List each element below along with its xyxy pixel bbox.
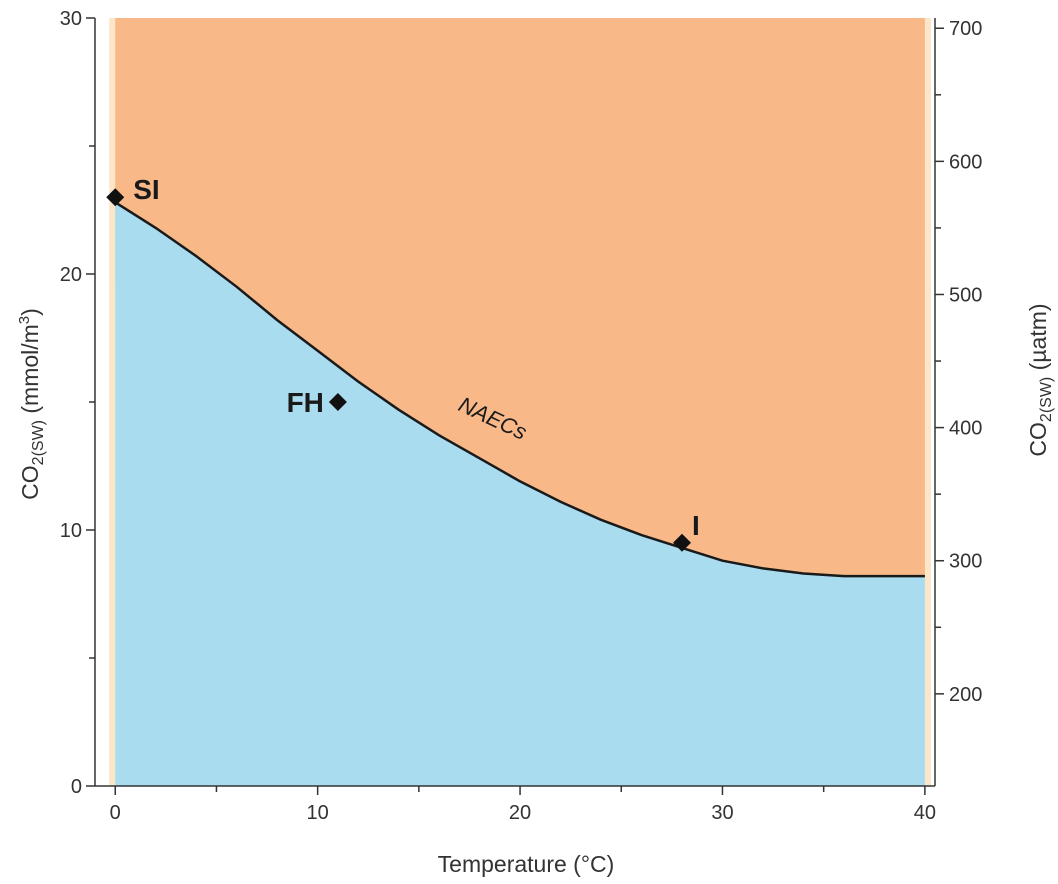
- y-right-tail: (µatm): [1025, 303, 1051, 376]
- x-tick-label: 40: [914, 802, 936, 824]
- point-label: FH: [287, 387, 324, 418]
- y-tick-label-right: 400: [949, 418, 982, 440]
- y-right-sub: 2(SW): [1038, 377, 1055, 422]
- region-above-curve: [115, 18, 925, 577]
- y-left-main: CO: [17, 465, 43, 500]
- y-tick-label-right: 200: [949, 684, 982, 706]
- x-tick-label: 10: [307, 802, 329, 824]
- y-axis-title-left: CO2(SW) (mmol/m3): [16, 308, 47, 500]
- point-label: SI: [133, 174, 159, 205]
- y-tick-label-right: 500: [949, 284, 982, 306]
- point-marker: [328, 393, 347, 411]
- x-tick-label: 20: [509, 802, 531, 824]
- y-tick-label-right: 300: [949, 551, 982, 573]
- y-left-sub: 2(SW): [30, 420, 47, 465]
- region-below-curve: [115, 202, 925, 787]
- x-axis-title: Temperature (°C): [438, 851, 615, 877]
- x-tick-label: 30: [711, 802, 733, 824]
- y-tick-label-left: 20: [60, 264, 82, 286]
- y-tick-label-left: 10: [60, 520, 82, 542]
- y-tick-label-right: 600: [949, 151, 982, 173]
- y-left-tail: (mmol/m: [17, 324, 43, 420]
- y-left-sup: 3: [16, 316, 33, 324]
- y-tick-label-right: 700: [949, 18, 982, 40]
- y-tick-label-left: 30: [60, 8, 82, 30]
- curve-naecs: [114, 201, 925, 578]
- x-tick-label: 0: [110, 802, 121, 824]
- markers: SI FH I: [106, 174, 700, 552]
- y-tick-label-left: 0: [71, 776, 82, 798]
- y-right-main: CO: [1025, 422, 1051, 457]
- point-label: I: [692, 510, 700, 541]
- point-marker: [106, 188, 125, 207]
- point-marker: [672, 533, 691, 552]
- y-axis-title-right: CO2(SW) (µatm): [1025, 303, 1055, 456]
- y-left-end: ): [17, 308, 43, 316]
